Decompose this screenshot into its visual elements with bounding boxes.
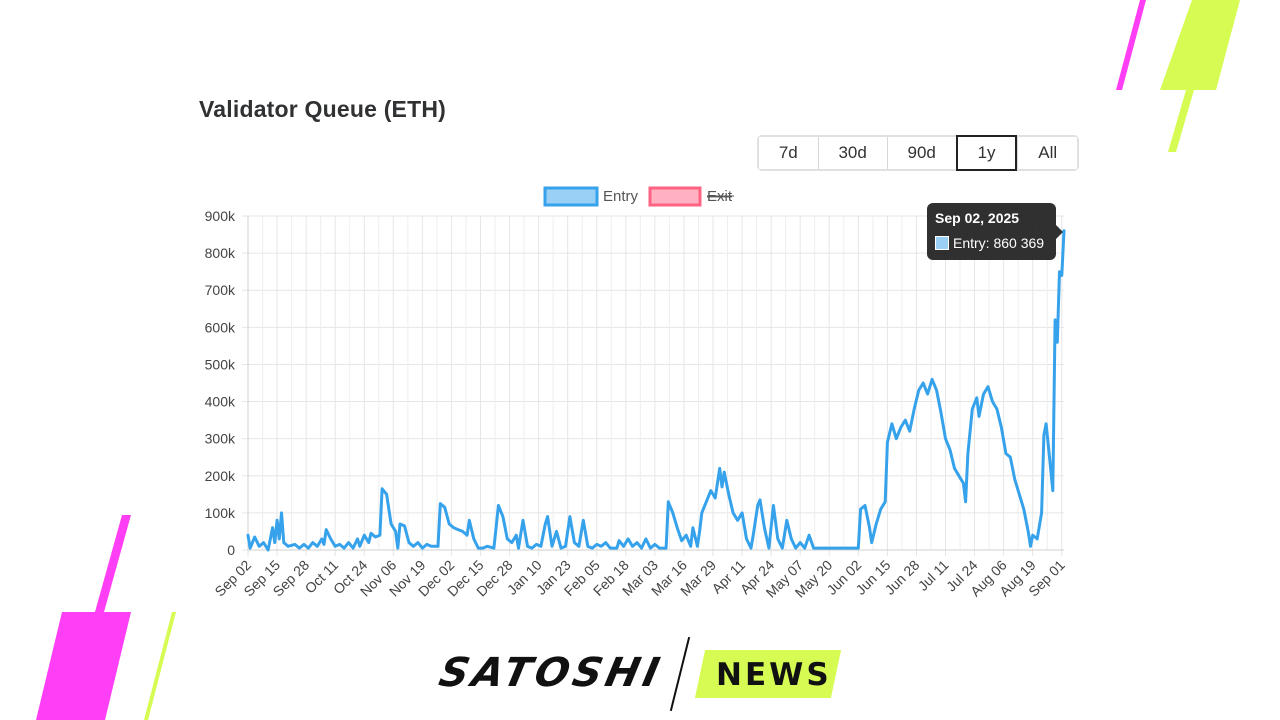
y-tick-label: 900k: [205, 208, 236, 224]
legend-swatch-entry: [543, 186, 599, 207]
legend-swatch-exit: [648, 186, 702, 207]
legend-item-exit[interactable]: Exit: [648, 186, 734, 207]
range-7d-button[interactable]: 7d: [759, 137, 818, 169]
brand-news-text: NEWS: [716, 657, 832, 693]
chart-tooltip: Sep 02, 2025 Entry: 860 369: [927, 203, 1063, 260]
time-range-selector: 7d 30d 90d 1y All: [757, 135, 1079, 171]
tooltip-date: Sep 02, 2025: [935, 210, 1020, 226]
range-90d-button[interactable]: 90d: [886, 137, 956, 169]
brand-slash: [669, 636, 691, 712]
range-30d-button[interactable]: 30d: [817, 137, 887, 169]
y-axis: 0 100k 200k 300k 400k 500k 600k 700k 800k 900k: [205, 208, 236, 558]
x-tick-label: Jul 11: [915, 557, 952, 594]
legend-label-entry: Entry: [603, 188, 639, 205]
chart-grid: [242, 215, 1064, 556]
chart-legend: Entry Exit: [543, 186, 734, 207]
tooltip-value: Entry: 860 369: [953, 235, 1045, 251]
brand-satoshi-text: SATOSHI: [435, 650, 668, 696]
y-tick-label: 0: [227, 542, 235, 558]
y-tick-label: 400k: [205, 394, 236, 410]
range-1y-button[interactable]: 1y: [955, 135, 1018, 171]
y-tick-label: 700k: [205, 282, 236, 298]
tooltip-row: Entry: 860 369: [935, 235, 1048, 251]
y-tick-label: 300k: [205, 431, 236, 447]
chart-series: [246, 229, 1066, 552]
satoshi-news-logo: SATOSHI NEWS: [435, 636, 842, 712]
y-tick-label: 800k: [205, 245, 236, 261]
page-title: Validator Queue (ETH): [199, 96, 447, 122]
legend-item-entry[interactable]: Entry: [543, 186, 639, 207]
entry-line: [246, 229, 1066, 552]
range-all-button[interactable]: All: [1017, 137, 1077, 169]
y-tick-label: 600k: [205, 319, 236, 335]
tooltip-entry-swatch: [935, 236, 949, 250]
y-tick-label: 500k: [205, 356, 236, 372]
y-tick-label: 200k: [205, 468, 236, 484]
y-tick-label: 100k: [205, 505, 236, 521]
